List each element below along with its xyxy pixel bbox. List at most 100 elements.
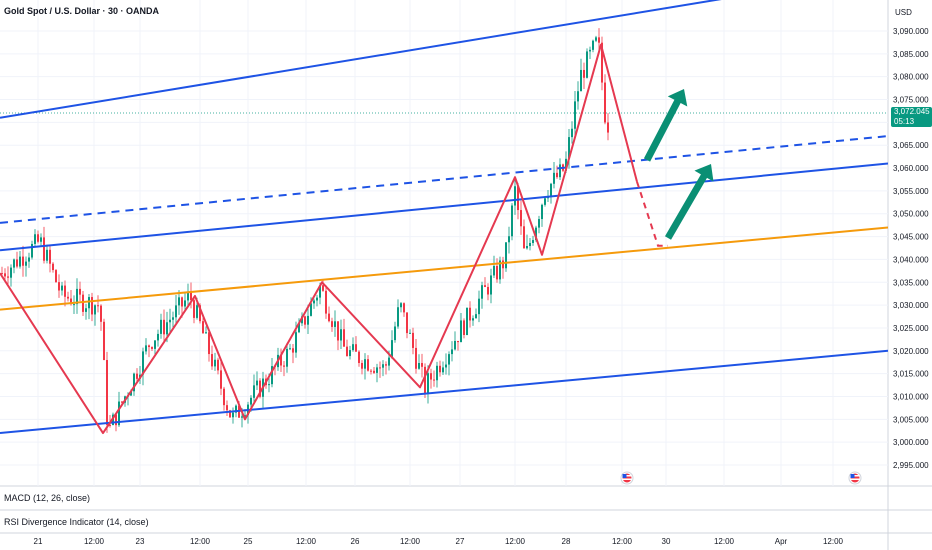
- candle-body: [475, 314, 477, 319]
- candle-body: [541, 204, 543, 220]
- candle-body: [457, 340, 459, 343]
- candle-body: [364, 359, 366, 369]
- candle-body: [352, 344, 354, 351]
- candle-body: [223, 388, 225, 406]
- candle-body: [280, 354, 282, 366]
- candle-body: [583, 69, 585, 78]
- price-tick-label: 3,075.000: [893, 96, 929, 105]
- candle-body: [184, 300, 186, 307]
- candle-body: [235, 405, 237, 413]
- event-icon-stripe: [850, 475, 860, 477]
- rsi-indicator-label[interactable]: RSI Divergence Indicator (14, close): [4, 517, 149, 527]
- candle-body: [121, 401, 123, 403]
- candle-body: [340, 329, 342, 341]
- candle-body: [91, 297, 93, 315]
- candle-body: [466, 307, 468, 335]
- candle-body: [181, 297, 183, 307]
- candle-body: [61, 285, 63, 291]
- candle-body: [385, 364, 387, 366]
- candle-body: [103, 321, 105, 361]
- candle-body: [517, 186, 519, 211]
- candle-body: [439, 365, 441, 373]
- candle-body: [49, 249, 51, 264]
- candle-body: [529, 242, 531, 247]
- channel-line-middle: [0, 162, 888, 252]
- bar-countdown: 05:13: [894, 117, 915, 126]
- candle-body: [229, 410, 231, 418]
- candle-body: [148, 345, 150, 348]
- candle-body: [442, 367, 444, 373]
- candle-body: [133, 373, 135, 392]
- candle-body: [160, 319, 162, 334]
- candle-body: [604, 82, 606, 123]
- arrow-shape: [643, 88, 688, 162]
- event-icon-stripe: [622, 475, 632, 477]
- candle-body: [424, 366, 426, 394]
- candle-body: [535, 227, 537, 241]
- event-markers[interactable]: [620, 471, 862, 485]
- candle-body: [178, 297, 180, 306]
- candle-body: [310, 303, 312, 316]
- price-tick-label: 3,080.000: [893, 73, 929, 82]
- channel-line-lower: [0, 349, 888, 435]
- chart-title: Gold Spot / U.S. Dollar · 30 · OANDA: [4, 6, 160, 16]
- candle-body: [172, 317, 174, 320]
- candle-body: [145, 345, 147, 352]
- candle-body: [76, 288, 78, 305]
- currency-label[interactable]: USD: [895, 8, 912, 17]
- time-tick-label: 30: [662, 537, 671, 546]
- time-tick-label: 12:00: [612, 537, 633, 546]
- price-axis[interactable]: 3,090.000 3,085.000 3,080.000 3,075.000 3,07…: [893, 27, 929, 470]
- candle-body: [388, 357, 390, 366]
- current-price-value: 3,072.045: [894, 107, 930, 116]
- candle-body: [232, 412, 234, 418]
- zigzag-pattern: [0, 43, 638, 435]
- candle-body: [67, 296, 69, 299]
- economic-event-icon: [848, 471, 862, 485]
- price-tick-label: 3,060.000: [893, 164, 929, 173]
- candle-body: [217, 359, 219, 371]
- candle-body: [493, 265, 495, 276]
- candle-body: [73, 304, 75, 306]
- time-tick-label: 12:00: [84, 537, 105, 546]
- candle-body: [481, 285, 483, 299]
- candle-body: [382, 364, 384, 368]
- candle-body: [4, 273, 6, 277]
- time-tick-label: 12:00: [190, 537, 211, 546]
- bullish-arrow-lower: [664, 164, 714, 240]
- candle-body: [154, 340, 156, 349]
- candle-body: [100, 305, 102, 322]
- bullish-arrow-upper: [643, 88, 688, 162]
- candle-body: [361, 363, 363, 369]
- price-tick-label: 3,020.000: [893, 347, 929, 356]
- event-icon-canton: [850, 474, 855, 478]
- candle-body: [358, 351, 360, 364]
- candle-body: [565, 158, 567, 171]
- candle-body: [409, 332, 411, 334]
- candle-body: [256, 380, 258, 386]
- price-tick-label: 3,035.000: [893, 278, 929, 287]
- time-tick-label: 28: [562, 537, 571, 546]
- candle-body: [202, 321, 204, 334]
- candle-body: [499, 260, 501, 280]
- candle-body: [34, 234, 36, 244]
- price-tick-label: 3,045.000: [893, 233, 929, 242]
- candle-body: [412, 332, 414, 348]
- trendline-overlays[interactable]: [0, 0, 888, 435]
- macd-indicator-label[interactable]: MACD (12, 26, close): [4, 493, 91, 503]
- candle-body: [331, 321, 333, 327]
- candle-body: [589, 49, 591, 52]
- price-tick-label: 3,090.000: [893, 27, 929, 36]
- candle-body: [337, 321, 339, 341]
- price-tick-label: 3,055.000: [893, 187, 929, 196]
- time-tick-label: 12:00: [296, 537, 317, 546]
- economic-event-icon: [620, 471, 634, 485]
- candle-body: [463, 320, 465, 335]
- candle-body: [244, 415, 246, 417]
- candle-body: [40, 237, 42, 242]
- candle-body: [349, 350, 351, 357]
- candle-body: [595, 37, 597, 41]
- time-axis[interactable]: 21 12:00 23 12:00 25 12:00 26 12:00 27 12:00 28 12:…: [34, 537, 844, 546]
- support-trendline: [0, 226, 888, 311]
